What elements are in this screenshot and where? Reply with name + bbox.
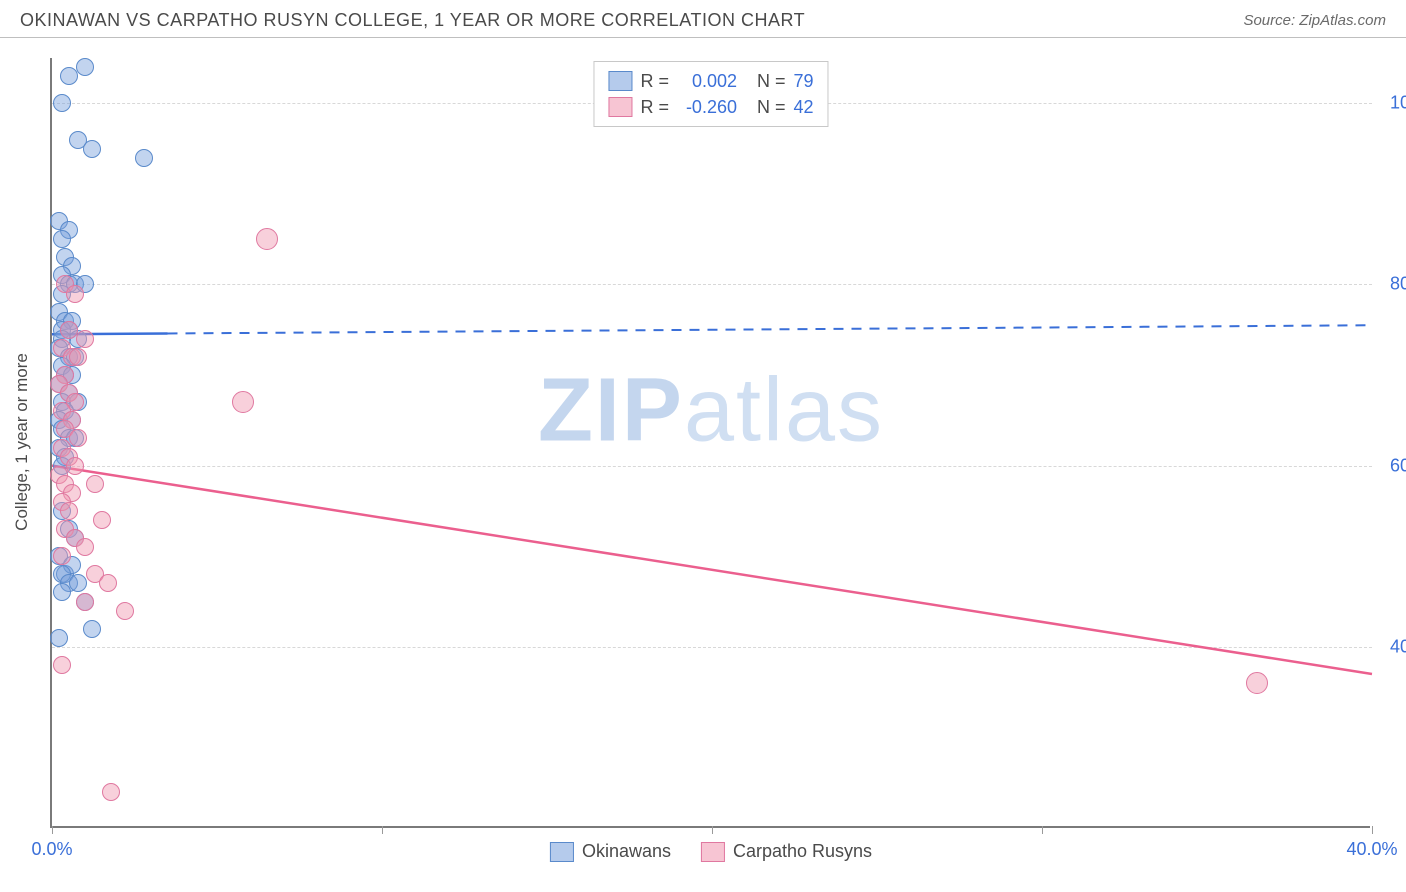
trend-lines <box>52 58 1372 828</box>
gridline <box>52 284 1372 285</box>
data-point <box>66 285 84 303</box>
x-tick-label: 40.0% <box>1346 839 1397 860</box>
data-point <box>69 348 87 366</box>
data-point <box>60 502 78 520</box>
data-point <box>76 58 94 76</box>
data-point <box>60 321 78 339</box>
chart-title: OKINAWAN VS CARPATHO RUSYN COLLEGE, 1 YE… <box>20 10 805 31</box>
gridline <box>52 466 1372 467</box>
data-point <box>53 547 71 565</box>
gridline <box>52 647 1372 648</box>
data-point <box>53 94 71 112</box>
data-point <box>76 593 94 611</box>
chart-header: OKINAWAN VS CARPATHO RUSYN COLLEGE, 1 YE… <box>0 0 1406 38</box>
legend-item-carpatho: Carpatho Rusyns <box>701 841 872 862</box>
data-point <box>93 511 111 529</box>
x-tick <box>1372 826 1373 834</box>
data-point <box>116 602 134 620</box>
data-point <box>76 330 94 348</box>
swatch-blue <box>550 842 574 862</box>
data-point <box>76 538 94 556</box>
swatch-pink <box>608 97 632 117</box>
plot-region: ZIPatlas 40.0%60.0%80.0%100.0% 0.0%40.0%… <box>50 58 1370 828</box>
stats-row-okinawans: R = 0.002 N = 79 <box>608 68 813 94</box>
data-point <box>66 457 84 475</box>
chart-source: Source: ZipAtlas.com <box>1243 12 1386 29</box>
y-tick-label: 80.0% <box>1390 274 1406 295</box>
x-tick-label: 0.0% <box>31 839 72 860</box>
y-axis-title: College, 1 year or more <box>12 353 32 531</box>
data-point <box>86 475 104 493</box>
x-tick <box>382 826 383 834</box>
series-legend: Okinawans Carpatho Rusyns <box>550 841 872 862</box>
data-point <box>69 574 87 592</box>
x-tick <box>1042 826 1043 834</box>
data-point <box>83 620 101 638</box>
data-point <box>50 629 68 647</box>
swatch-pink <box>701 842 725 862</box>
data-point <box>69 429 87 447</box>
x-tick <box>52 826 53 834</box>
y-tick-label: 40.0% <box>1390 636 1406 657</box>
stats-row-carpatho: R = -0.260 N = 42 <box>608 94 813 120</box>
y-tick-label: 100.0% <box>1390 93 1406 114</box>
stats-legend: R = 0.002 N = 79 R = -0.260 N = 42 <box>593 61 828 127</box>
data-point <box>53 230 71 248</box>
swatch-blue <box>608 71 632 91</box>
data-point <box>135 149 153 167</box>
data-point <box>232 391 254 413</box>
data-point <box>53 656 71 674</box>
y-tick-label: 60.0% <box>1390 455 1406 476</box>
legend-item-okinawans: Okinawans <box>550 841 671 862</box>
data-point <box>102 783 120 801</box>
data-point <box>53 583 71 601</box>
watermark: ZIPatlas <box>538 360 884 463</box>
chart-area: ZIPatlas 40.0%60.0%80.0%100.0% 0.0%40.0%… <box>50 58 1370 828</box>
data-point <box>83 140 101 158</box>
x-tick <box>712 826 713 834</box>
data-point <box>60 67 78 85</box>
data-point <box>256 228 278 250</box>
data-point <box>1246 672 1268 694</box>
data-point <box>99 574 117 592</box>
